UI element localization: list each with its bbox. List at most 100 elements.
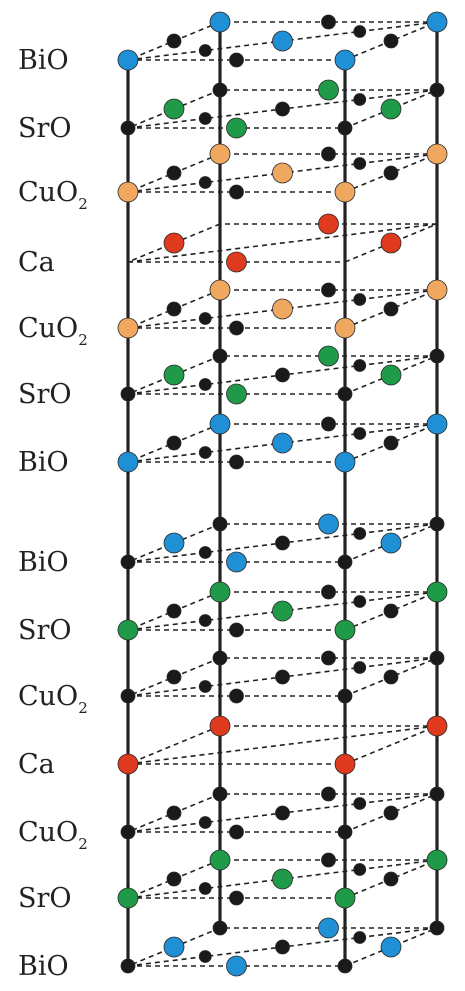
layer-label-text: SrO [18,883,72,914]
atom-oxygen [166,435,182,451]
atom-oxygen [353,93,367,106]
atom-oxygen [353,661,367,674]
atom-strontium [163,364,185,386]
atom-oxygen [275,535,290,551]
atom-oxygen [429,348,445,364]
atom-copper [334,317,356,339]
atom-strontium [163,98,185,120]
atom-oxygen [353,863,367,876]
atom-oxygen [166,33,182,49]
atom-strontium [226,117,247,139]
layer-label-subscript: 2 [78,195,88,213]
atom-oxygen [337,554,353,570]
atom-oxygen [166,301,182,317]
atom-oxygen [198,378,212,391]
atom-oxygen [275,805,290,821]
layer-label-subscript: 2 [78,331,88,349]
atom-oxygen [212,786,228,802]
atom-calcium [117,753,139,775]
atom-oxygen [383,165,399,181]
atom-copper [209,143,231,165]
atom-oxygen [198,950,212,963]
atom-oxygen [198,176,212,189]
atom-oxygen [337,958,353,974]
atom-oxygen [429,82,445,98]
atom-strontium [209,849,231,871]
atom-oxygen [198,882,212,895]
atom-oxygen [120,120,136,136]
layer-label-text: BiO [18,447,69,478]
atom-oxygen [166,669,182,685]
atom-oxygen [321,852,336,868]
atom-oxygen [353,359,367,372]
atom-oxygen [353,25,367,38]
layer-label: CuO2 [18,313,88,349]
atom-oxygen [383,805,399,821]
atom-bismuth [318,917,339,939]
layer-label: Ca [18,749,55,780]
atom-oxygen [337,824,353,840]
atom-strontium [380,98,402,120]
atom-bismuth [226,955,247,977]
layer-label: CuO2 [18,177,88,213]
atom-oxygen [383,301,399,317]
atom-oxygen [321,786,336,802]
atom-strontium [426,849,448,871]
layer-label: BiO [18,547,69,578]
atom-copper [117,181,139,203]
atom-bismuth [380,532,402,554]
atom-oxygen [383,669,399,685]
atom-oxygen [353,157,367,170]
layer-label-text: SrO [18,615,72,646]
atom-oxygen [198,680,212,693]
layer-label-text: SrO [18,379,72,410]
atom-bismuth [426,11,448,33]
atom-copper [334,181,356,203]
atom-oxygen [120,688,136,704]
layer-label-text: CuO [18,177,78,208]
atom-strontium [318,345,339,367]
atom-bismuth [226,551,247,573]
atom-oxygen [120,554,136,570]
layer-label-text: Ca [18,247,55,278]
atom-oxygen [321,584,336,600]
atom-oxygen [198,312,212,325]
atom-calcium [318,213,339,235]
atom-bismuth [117,451,139,473]
atom-oxygen [429,786,445,802]
layer-label-text: CuO [18,313,78,344]
atom-oxygen [321,14,336,30]
atom-strontium [209,581,231,603]
atom-oxygen [166,603,182,619]
bond-dashed-line [127,223,438,263]
atom-oxygen [321,282,336,298]
atom-oxygen [353,527,367,540]
atom-oxygen [353,595,367,608]
atom-bismuth [163,532,185,554]
atom-strontium [272,600,293,622]
atom-oxygen [275,669,290,685]
atom-oxygen [212,920,228,936]
atom-bismuth [163,936,185,958]
atom-oxygen [198,44,212,57]
atom-oxygen [229,622,244,638]
atom-strontium [318,79,339,101]
atom-strontium [117,887,139,909]
atom-strontium [226,383,247,405]
atom-bismuth [380,936,402,958]
atom-oxygen [321,146,336,162]
layer-label: SrO [18,113,72,144]
layer-label-text: Ca [18,749,55,780]
atom-oxygen [229,824,244,840]
atom-calcium [426,715,448,737]
layer-label-text: BiO [18,951,69,982]
layer-label-subscript: 2 [78,835,88,853]
bond-dashed-line [344,725,438,765]
layer-label: BiO [18,447,69,478]
layer-label: Ca [18,247,55,278]
unit-cell-edges [126,22,439,966]
layer-label-text: SrO [18,113,72,144]
atom-bismuth [209,413,231,435]
atom-bismuth [272,30,293,52]
